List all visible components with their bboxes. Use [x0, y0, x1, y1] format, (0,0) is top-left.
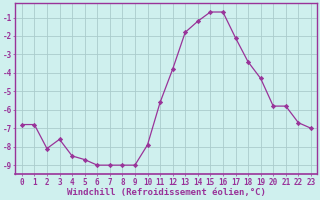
X-axis label: Windchill (Refroidissement éolien,°C): Windchill (Refroidissement éolien,°C): [67, 188, 266, 197]
